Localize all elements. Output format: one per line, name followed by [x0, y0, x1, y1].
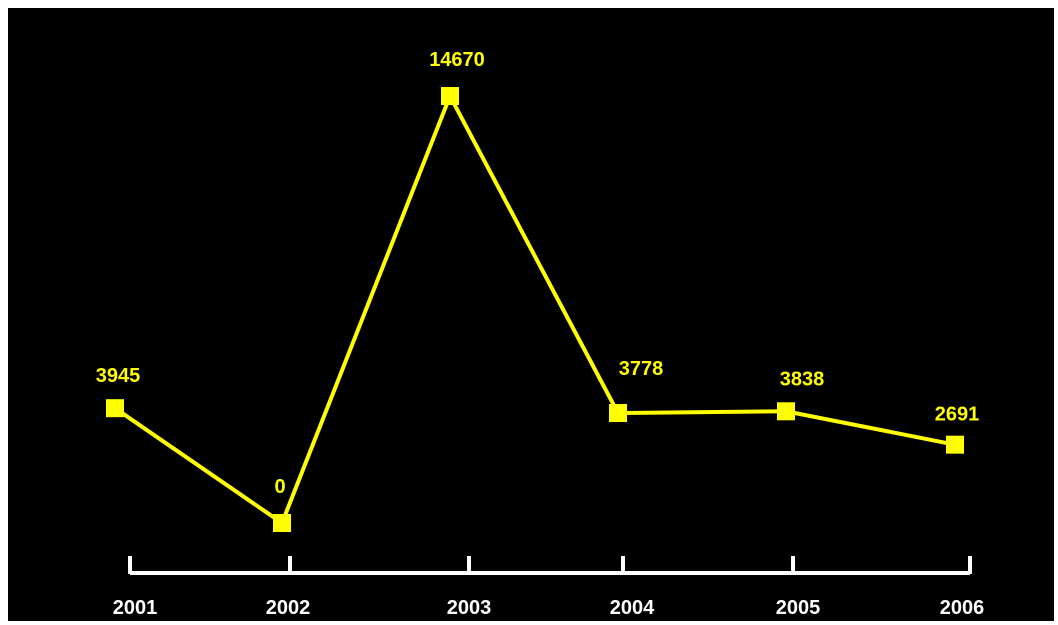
- chart-background: [8, 8, 1054, 621]
- data-point-marker: [777, 402, 795, 421]
- data-label: 0: [274, 476, 285, 498]
- x-tick-label: 2004: [610, 597, 655, 619]
- x-tick-label: 2006: [940, 597, 985, 619]
- data-label: 2691: [935, 404, 980, 426]
- x-tick-label: 2005: [776, 597, 821, 619]
- data-label: 3945: [96, 365, 141, 387]
- data-point-marker: [946, 435, 964, 454]
- x-tick-label: 2001: [113, 597, 158, 619]
- data-point-marker: [273, 514, 291, 532]
- data-point-marker: [106, 399, 124, 418]
- data-label: 14670: [429, 49, 485, 71]
- data-point-marker: [609, 404, 627, 423]
- data-point-marker: [441, 87, 459, 105]
- data-label: 3778: [619, 358, 664, 380]
- x-tick-label: 2002: [266, 597, 311, 619]
- x-tick-label: 2003: [447, 597, 492, 619]
- data-label: 3838: [780, 368, 825, 390]
- series-line: [113, 91, 956, 527]
